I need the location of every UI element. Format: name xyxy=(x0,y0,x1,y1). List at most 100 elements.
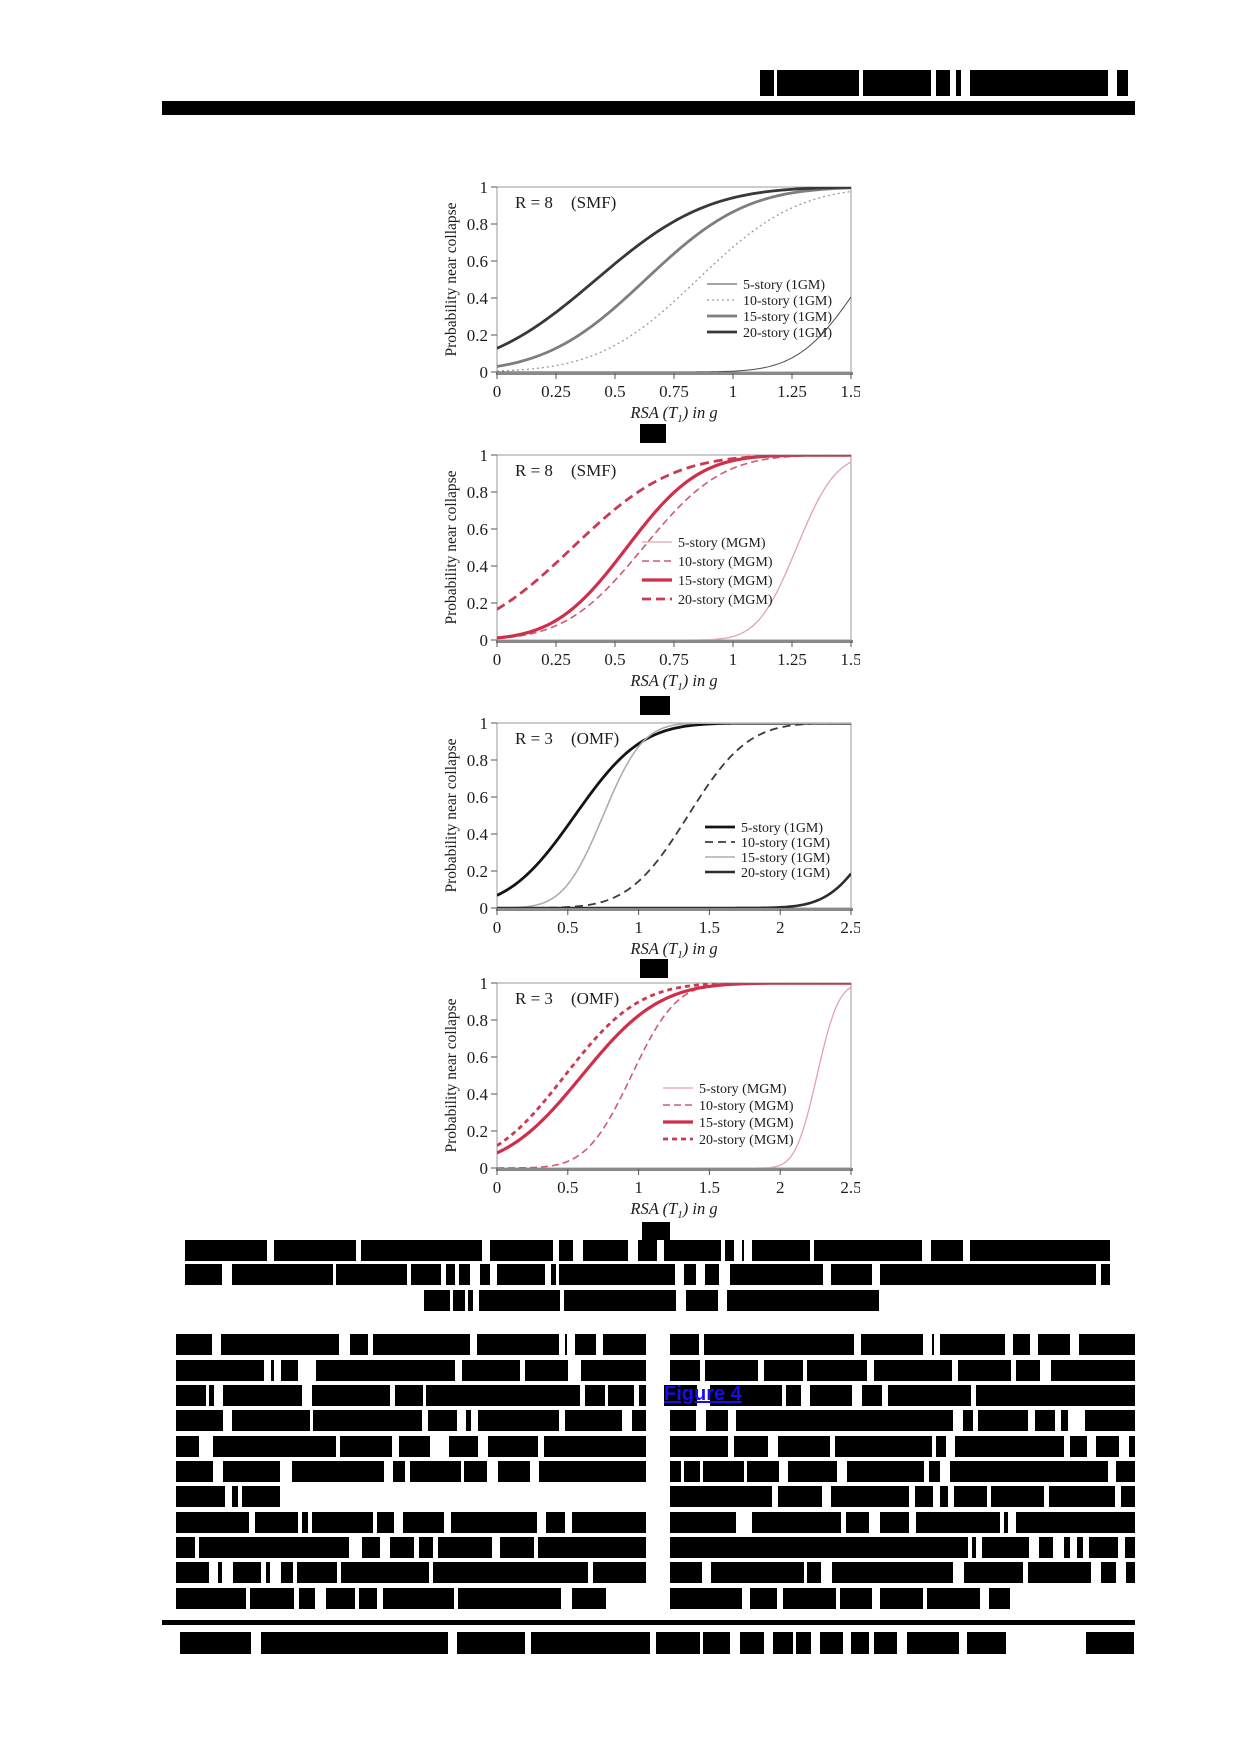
redaction-word-gap xyxy=(675,1264,684,1285)
redaction-word-gap xyxy=(339,1334,350,1355)
redaction-word-gap xyxy=(973,1410,978,1431)
redaction-word-gap xyxy=(574,1360,581,1381)
y-axis-title: Probability near collapse xyxy=(443,470,460,624)
figure-4-link[interactable]: Figure 4 xyxy=(664,1383,742,1405)
redaction-word-gap xyxy=(405,1461,410,1482)
redaction-word-gap xyxy=(556,1264,559,1285)
redaction-word-gap xyxy=(203,1436,213,1457)
redaction-word-gap xyxy=(810,1240,814,1261)
redacted-panel-letter xyxy=(642,1222,670,1241)
redaction-word-gap xyxy=(1029,1537,1039,1558)
redaction-word-gap xyxy=(1011,1360,1016,1381)
redaction-word-gap xyxy=(561,1410,565,1431)
redaction-word-gap xyxy=(580,1385,585,1406)
redaction-word-gap xyxy=(308,1360,316,1381)
redaction-word-gap xyxy=(384,1461,393,1482)
redaction-word-gap xyxy=(559,1334,565,1355)
redaction-word-gap xyxy=(377,1588,383,1609)
y-tick-label: 1 xyxy=(480,446,489,465)
redaction-word-gap xyxy=(1096,1264,1101,1285)
redaction-word-gap xyxy=(492,1537,500,1558)
redaction-word-gap xyxy=(1068,1410,1076,1431)
redacted-body-text-line xyxy=(176,1360,646,1381)
redaction-word-gap xyxy=(1070,1334,1079,1355)
redaction-word-gap xyxy=(968,1537,972,1558)
redaction-word-gap xyxy=(537,1512,546,1533)
redaction-word-gap xyxy=(948,1486,954,1507)
redaction-word-gap xyxy=(267,1240,274,1261)
y-tick-label: 0.8 xyxy=(467,751,488,770)
redacted-body-text-line xyxy=(176,1385,646,1406)
redacted-figure-caption-line xyxy=(424,1290,879,1311)
redaction-word-gap xyxy=(225,1486,232,1507)
redaction-word-gap xyxy=(793,1632,796,1654)
redaction-word-gap xyxy=(473,1290,479,1311)
redaction-word-gap xyxy=(772,1486,778,1507)
x-tick-label: 0.5 xyxy=(557,918,578,937)
redacted-body-text-line xyxy=(176,1334,646,1355)
redaction-word-gap xyxy=(1044,1486,1049,1507)
redaction-word-gap xyxy=(429,1562,433,1583)
redaction-word-gap xyxy=(719,1264,730,1285)
redaction-word-gap xyxy=(950,70,956,96)
redacted-footer-line xyxy=(180,1632,1006,1654)
redaction-word-gap xyxy=(699,1334,704,1355)
redaction-word-gap xyxy=(696,1264,705,1285)
redacted-body-text-line xyxy=(176,1410,646,1431)
curve-10-story-1gm- xyxy=(497,190,851,372)
x-tick-label: 0.75 xyxy=(659,382,689,401)
redaction-word-gap xyxy=(728,1436,734,1457)
redaction-word-gap xyxy=(1055,1410,1061,1431)
redaction-word-gap xyxy=(280,1461,289,1482)
redacted-panel-letter xyxy=(640,424,666,443)
legend-label: 20-story (MGM) xyxy=(678,593,773,608)
curve-5-story-mgm- xyxy=(497,986,851,1168)
redaction-word-gap xyxy=(734,1240,742,1261)
redaction-word-gap xyxy=(545,1264,551,1285)
redaction-word-gap xyxy=(764,1632,773,1654)
redaction-word-gap xyxy=(423,1385,426,1406)
redaction-word-gap xyxy=(843,1632,851,1654)
redaction-word-gap xyxy=(470,1334,477,1355)
redaction-word-gap xyxy=(390,1385,395,1406)
x-tick-label: 0.75 xyxy=(659,650,689,669)
redaction-word-gap xyxy=(1074,1410,1085,1431)
redaction-word-gap xyxy=(869,1512,880,1533)
redaction-word-gap xyxy=(264,1360,271,1381)
redacted-body-text-line xyxy=(670,1461,1135,1482)
legend-label: 10-story (1GM) xyxy=(741,836,830,851)
redaction-word-gap xyxy=(560,1290,564,1311)
redaction-word-gap xyxy=(803,1360,807,1381)
redaction-word-gap xyxy=(700,1360,705,1381)
redaction-word-gap xyxy=(336,1436,340,1457)
header-rule xyxy=(162,101,1135,115)
redaction-word-gap xyxy=(568,1334,575,1355)
footer-rule xyxy=(162,1620,1135,1625)
x-tick-label: 1.5 xyxy=(699,1178,720,1197)
y-tick-label: 0.2 xyxy=(467,326,488,345)
redaction-word-gap xyxy=(199,1436,208,1457)
redacted-body-text-line xyxy=(176,1461,646,1482)
x-tick-label: 0 xyxy=(493,918,502,937)
y-tick-label: 0.2 xyxy=(467,1122,488,1141)
redaction-word-gap xyxy=(940,1461,950,1482)
redacted-body-text-line xyxy=(670,1334,1135,1355)
redaction-word-gap xyxy=(777,1588,783,1609)
y-axis-title: Probability near collapse xyxy=(443,738,460,892)
redaction-word-gap xyxy=(422,1410,428,1431)
redacted-body-text-line xyxy=(176,1562,646,1583)
redaction-word-gap xyxy=(933,1486,940,1507)
redaction-word-gap xyxy=(923,1334,932,1355)
redaction-word-gap xyxy=(681,1461,684,1482)
redaction-word-gap xyxy=(349,1537,359,1558)
redaction-word-gap xyxy=(976,1537,982,1558)
redaction-word-gap xyxy=(1046,1360,1051,1381)
redaction-word-gap xyxy=(455,1264,459,1285)
redaction-word-gap xyxy=(1010,1512,1013,1533)
redaction-word-gap xyxy=(293,1562,297,1583)
redaction-word-gap xyxy=(430,1436,441,1457)
chart-title-r: R = 8 xyxy=(515,461,553,480)
redaction-word-gap xyxy=(909,1512,916,1533)
redaction-word-gap xyxy=(407,1264,411,1285)
redaction-word-gap xyxy=(298,1512,302,1533)
